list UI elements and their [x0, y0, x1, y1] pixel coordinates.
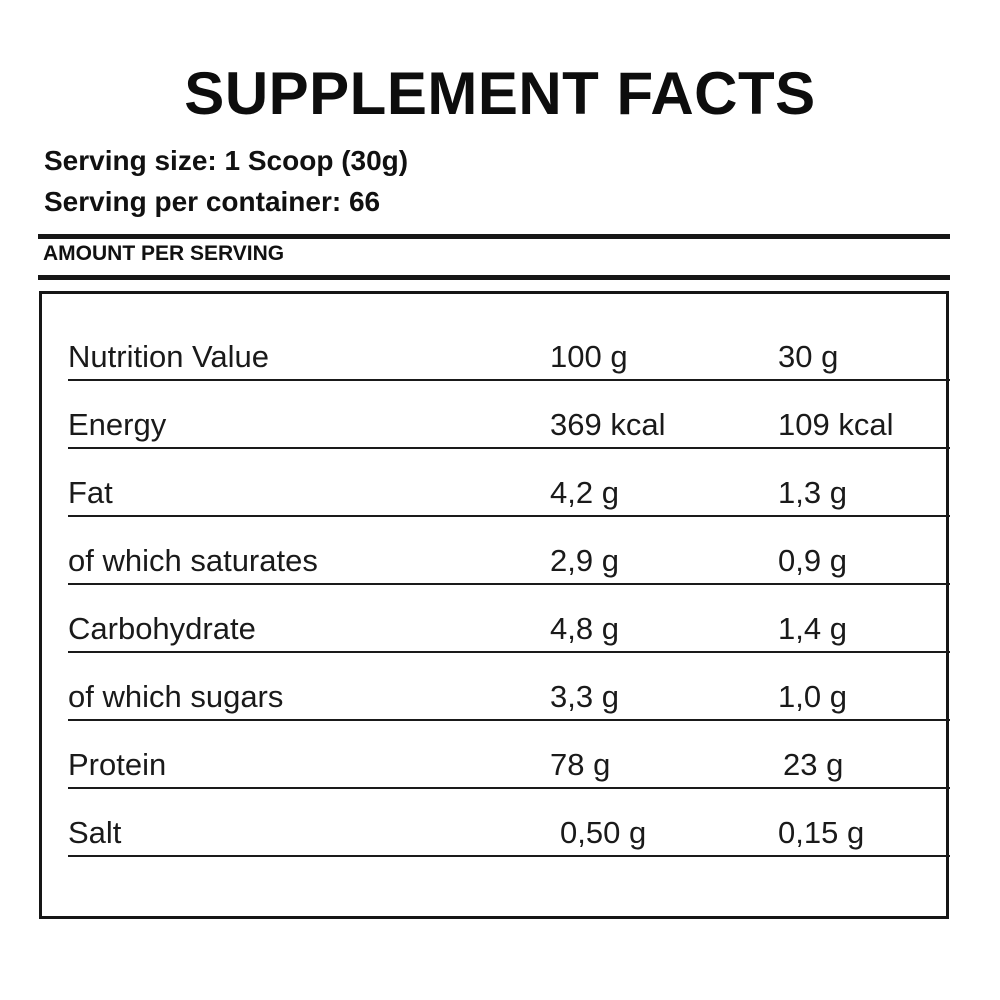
nutrient-label: Salt	[68, 815, 122, 850]
servings-per-container: Serving per container: 66	[44, 186, 381, 217]
value-per-100g: 2,9 g	[550, 543, 619, 578]
table-row: Protein 78 g 23 g	[68, 721, 950, 789]
value-per-30g: 23 g	[783, 747, 844, 782]
row-divider	[68, 515, 950, 517]
row-divider	[68, 855, 950, 857]
value-per-100g: 4,2 g	[550, 475, 619, 510]
table-row: Carbohydrate 4,8 g 1,4 g	[68, 585, 950, 653]
nutrient-label: of which sugars	[68, 679, 284, 714]
row-divider	[68, 651, 950, 653]
value-per-30g: 0,9 g	[778, 543, 847, 578]
value-per-30g: 0,15 g	[778, 815, 865, 850]
table-row-header: Nutrition Value 100 g 30 g	[68, 313, 950, 381]
nutrient-label: Carbohydrate	[68, 611, 256, 646]
serving-size: Serving size: 1 Scoop (30g)	[44, 145, 409, 176]
value-per-100g: 78 g	[550, 747, 611, 782]
value-per-30g: 1,3 g	[778, 475, 847, 510]
table-row: Salt 0,50 g 0,15 g	[68, 789, 950, 857]
value-per-30g: 1,4 g	[778, 611, 847, 646]
nutrient-label: Energy	[68, 407, 167, 442]
value-per-100g: 3,3 g	[550, 679, 619, 714]
column-header-per-30g: 30 g	[778, 339, 839, 374]
nutrition-table-frame	[39, 291, 949, 919]
value-per-100g: 0,50 g	[560, 815, 647, 850]
top-divider	[38, 234, 950, 239]
table-row: Fat 4,2 g 1,3 g	[68, 449, 950, 517]
value-per-100g: 4,8 g	[550, 611, 619, 646]
row-divider	[68, 379, 950, 381]
row-divider	[68, 447, 950, 449]
bottom-divider	[38, 275, 950, 280]
nutrient-label: Fat	[68, 475, 113, 510]
nutrient-label: of which saturates	[68, 543, 318, 578]
table-row: Energy 369 kcal 109 kcal	[68, 381, 950, 449]
row-divider	[68, 719, 950, 721]
column-header-nutrient: Nutrition Value	[68, 339, 270, 374]
row-divider	[68, 583, 950, 585]
row-divider	[68, 787, 950, 789]
value-per-30g: 109 kcal	[778, 407, 894, 442]
nutrient-label: Protein	[68, 747, 167, 782]
table-row: of which saturates 2,9 g 0,9 g	[68, 517, 950, 585]
table-row: of which sugars 3,3 g 1,0 g	[68, 653, 950, 721]
column-header-per-100g: 100 g	[550, 339, 628, 374]
value-per-30g: 1,0 g	[778, 679, 847, 714]
page-title: SUPPLEMENT FACTS	[184, 60, 816, 127]
amount-per-serving-heading: AMOUNT PER SERVING	[43, 242, 285, 265]
value-per-100g: 369 kcal	[550, 407, 666, 442]
